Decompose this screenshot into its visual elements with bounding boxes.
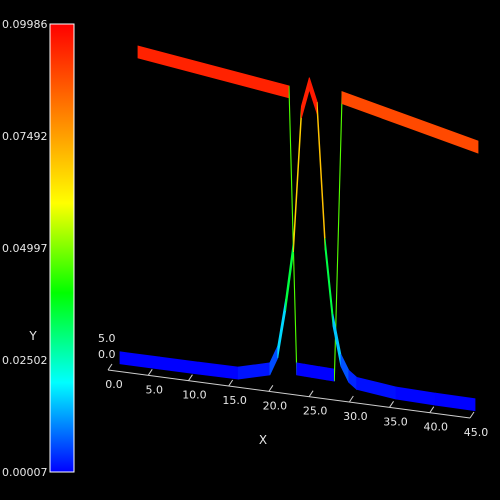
surface-segment [119, 351, 160, 370]
colorbar-tick-label: 0.02502 [2, 354, 48, 367]
colorbar-tick-label: 0.04997 [2, 242, 48, 255]
x-axis-tick [147, 369, 153, 376]
surface-segment [308, 77, 318, 115]
x-axis-tick-label: 15.0 [222, 394, 247, 407]
surface-segment [324, 238, 334, 327]
y-axis-label: Y [28, 329, 37, 343]
colorbar-gradient [49, 23, 75, 473]
x-axis-tick [107, 363, 113, 371]
surface-segment [277, 298, 287, 358]
x-axis-tick-label: 20.0 [263, 399, 288, 412]
surface-segment [340, 354, 350, 383]
x-axis-tick [389, 401, 394, 408]
surface-segment [332, 314, 342, 367]
x-axis-tick-label: 30.0 [343, 410, 368, 423]
surface-segment [296, 362, 305, 377]
z-axis-ticks: 0.05.0 [98, 332, 116, 361]
surface-segment [326, 367, 335, 382]
surface-segment [435, 392, 476, 412]
colorbar-tick-label: 0.00007 [2, 466, 48, 479]
colorbar-tick-labels: 0.09986 0.07492 0.04997 0.02502 0.00007 [2, 18, 48, 479]
x-axis-ticks: 0.0 5.0 10.0 15.0 20.0 25.0 30.0 35.0 40.0 45.0 [105, 363, 489, 439]
surface-segment [198, 361, 239, 380]
x-axis-tick-label: 45.0 [464, 426, 489, 439]
surface-segment [348, 369, 358, 391]
surface-segment [288, 85, 298, 375]
surface-segment [316, 102, 326, 251]
x-axis-tick [188, 374, 193, 381]
surface-strip-back [137, 45, 479, 382]
surface-segment [285, 239, 294, 311]
surface-segment [137, 45, 290, 99]
surface-segment [318, 366, 328, 381]
x-axis-tick [348, 395, 354, 403]
surface-segment [301, 77, 310, 119]
colorbar-tick-label: 0.09986 [2, 18, 48, 31]
x-axis-tick-label: 35.0 [383, 415, 408, 428]
z-axis-tick-label: 0.0 [98, 348, 116, 361]
surface-segment [303, 363, 313, 378]
x-axis-tick-label: 10.0 [182, 389, 207, 402]
surface-segment [356, 376, 397, 400]
surface-segment [341, 91, 479, 154]
colorbar: 0.09986 0.07492 0.04997 0.02502 0.00007 [2, 18, 75, 479]
surface-segment [293, 105, 302, 253]
x-axis-tick [308, 390, 314, 397]
colorbar-tick-label: 0.07492 [2, 130, 48, 143]
x-axis: 0.0 5.0 10.0 15.0 20.0 25.0 30.0 35.0 40.0 45.0 [105, 363, 489, 439]
surface-strip-front [119, 77, 476, 412]
surface-segment [237, 362, 271, 380]
surface-strips [119, 45, 479, 412]
x-axis-tick [228, 379, 234, 387]
x-axis-label: X [259, 433, 267, 447]
x-axis-tick [469, 411, 475, 419]
z-axis-tick-label: 5.0 [98, 332, 116, 345]
x-axis-tick-label: 0.0 [105, 378, 123, 391]
x-axis-line [107, 369, 471, 419]
x-axis-tick-label: 25.0 [303, 405, 328, 418]
x-axis-tick [268, 385, 274, 392]
surface-segment [269, 345, 279, 376]
x-axis-tick-label: 40.0 [424, 421, 449, 434]
surface-segment [159, 356, 200, 375]
x-axis-tick [429, 406, 435, 413]
x-axis-tick-label: 5.0 [145, 383, 163, 396]
surface-segment [395, 386, 436, 406]
surface-segment [311, 364, 320, 380]
